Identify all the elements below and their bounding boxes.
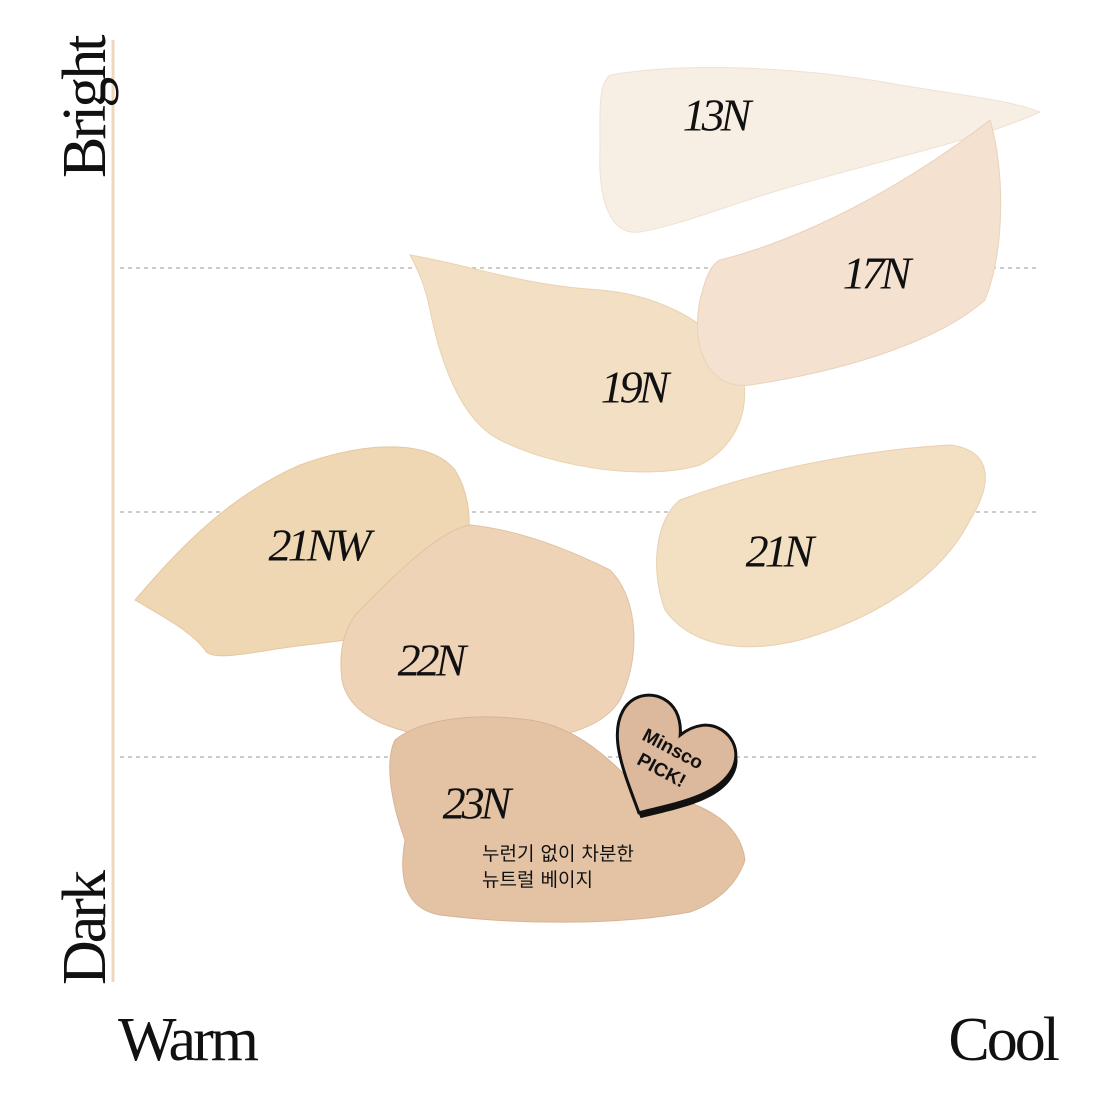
swatch xyxy=(696,119,1002,386)
axis-label-left: Warm xyxy=(118,1006,259,1074)
swatch xyxy=(340,524,635,743)
swatch xyxy=(389,716,746,923)
swatch-label: 13N xyxy=(683,90,754,141)
badge-heart xyxy=(615,693,738,815)
note-line: 누런기 없이 차분한 xyxy=(482,843,634,865)
swatch-label: 23N xyxy=(443,778,514,829)
axis-label-bottom: Dark xyxy=(51,870,119,985)
swatch-label: 19N xyxy=(601,362,672,413)
swatch-label: 17N xyxy=(843,248,914,299)
swatch-label: 22N xyxy=(398,635,469,686)
axis-label-right: Cool xyxy=(948,1006,1058,1074)
swatch-label: 21N xyxy=(746,526,817,577)
swatch xyxy=(409,254,746,473)
swatch xyxy=(599,67,1042,233)
note-line: 뉴트럴 베이지 xyxy=(482,869,593,891)
badge: Minsco PICK! xyxy=(615,693,738,819)
axis-label-top: Bright xyxy=(51,35,119,178)
swatch xyxy=(656,444,986,648)
swatch-label: 21NW xyxy=(269,520,376,571)
